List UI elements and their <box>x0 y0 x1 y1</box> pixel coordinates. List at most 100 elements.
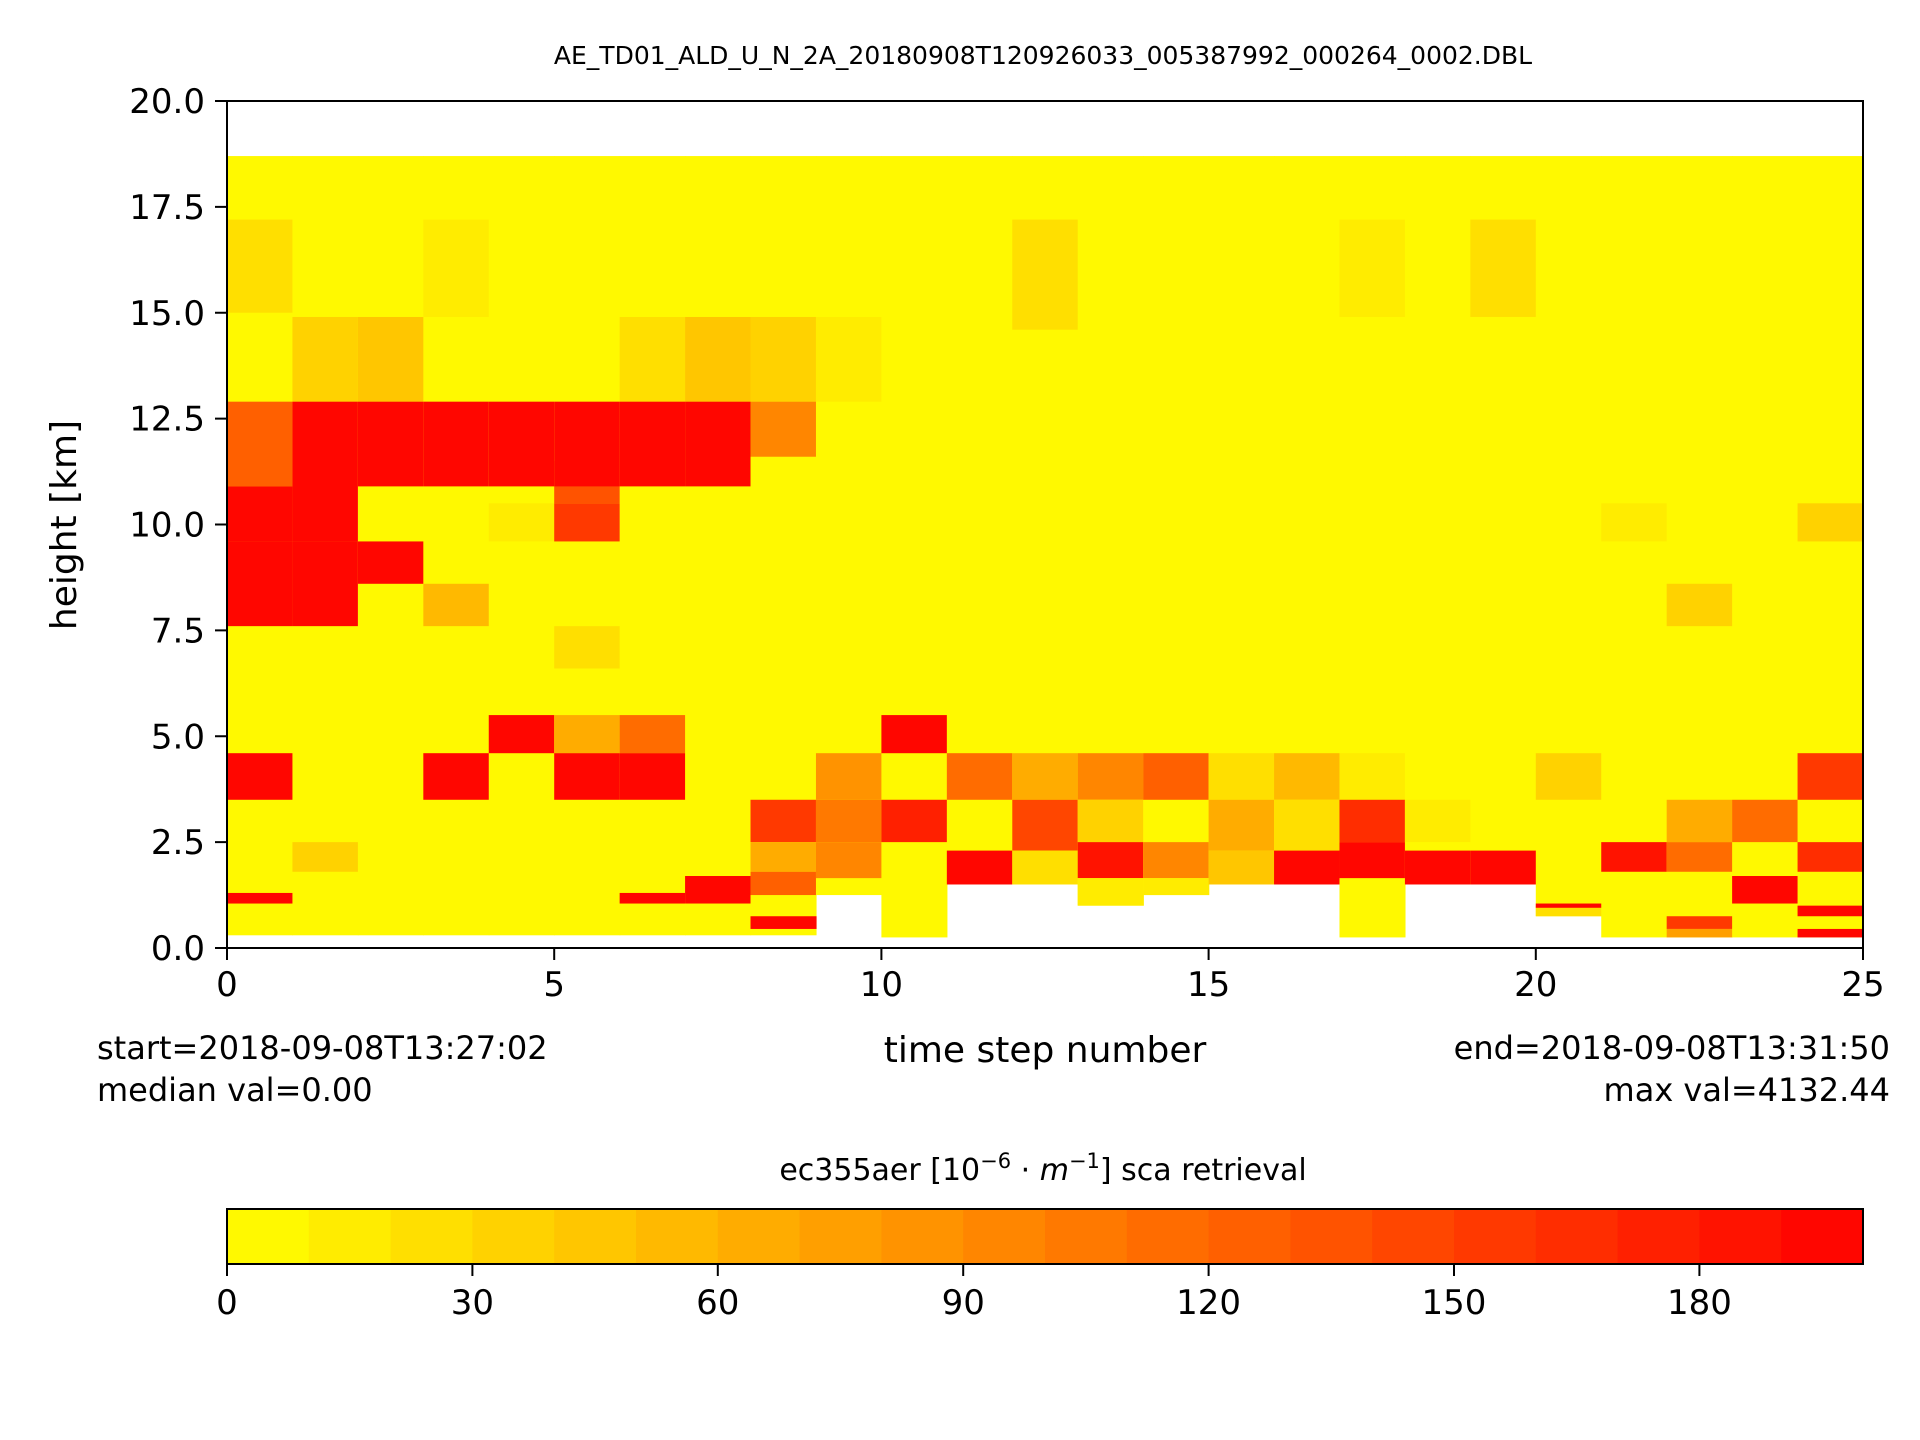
heatmap-cell <box>227 401 294 487</box>
colorbar-segment <box>472 1209 555 1264</box>
heatmap-cell <box>227 541 294 627</box>
heatmap-cell <box>1535 905 1602 917</box>
x-tick-label: 0 <box>216 965 238 1005</box>
heatmap-cell <box>423 401 490 487</box>
heatmap-cell <box>685 876 752 904</box>
heatmap-cell <box>685 316 752 402</box>
heatmap-cell <box>1077 842 1144 879</box>
heatmap-column <box>1797 156 1864 938</box>
heatmap-cell <box>357 316 424 402</box>
heatmap-cell <box>1143 878 1210 896</box>
colorbar-segment <box>308 1209 392 1264</box>
colorbar-segment <box>227 1209 310 1264</box>
colorbar-segment <box>1535 1209 1619 1264</box>
heatmap-cell <box>554 753 621 800</box>
heatmap-cell <box>292 541 359 627</box>
heatmap-cell <box>1666 916 1733 929</box>
colorbar-tick-label: 150 <box>1422 1283 1487 1323</box>
y-tick-label: 2.5 <box>151 823 205 863</box>
heatmap-cell <box>1339 753 1406 800</box>
colorbar-segment <box>963 1209 1046 1264</box>
heatmap-cell <box>488 503 555 542</box>
heatmap-cell <box>1535 753 1602 800</box>
heatmap-cell <box>1012 219 1079 330</box>
colorbar-label-mid: · <box>1011 1153 1040 1188</box>
colorbar-label: ec355aer [10−6 · m−1] sca retrieval <box>779 1149 1306 1188</box>
heatmap-cells <box>227 156 1864 938</box>
heatmap-cell <box>1666 928 1733 938</box>
heatmap-cell <box>881 799 948 843</box>
heatmap-cell <box>554 401 621 487</box>
end-annotation: end=2018-09-08T13:31:50 <box>1454 1029 1890 1067</box>
start-annotation: start=2018-09-08T13:27:02 <box>97 1029 548 1067</box>
heatmap-cell <box>1143 842 1210 879</box>
colorbar-tick-label: 180 <box>1667 1283 1732 1323</box>
colorbar-tick-label: 90 <box>942 1283 985 1323</box>
heatmap-cell <box>1208 850 1275 885</box>
heatmap-cell <box>1732 799 1799 843</box>
colorbar-tick-label: 0 <box>216 1283 238 1323</box>
colorbar-frame <box>226 1208 1864 1265</box>
heatmap-cell <box>619 715 686 754</box>
heatmap-cell <box>1339 842 1406 879</box>
y-tick-label: 20.0 <box>129 82 205 122</box>
colorbar-tick-label: 30 <box>451 1283 494 1323</box>
heatmap-cell <box>750 401 817 457</box>
x-axis-ticks: 0 5 10 15 20 25 <box>216 948 1885 1005</box>
heatmap-cell <box>619 316 686 402</box>
heatmap-cell <box>815 799 882 843</box>
heatmap-cell <box>619 753 686 800</box>
heatmap-cell <box>423 753 490 800</box>
heatmap-cell <box>1470 219 1537 317</box>
heatmap-cell <box>1208 799 1275 851</box>
heatmap-cell <box>1012 850 1079 885</box>
y-tick-label: 12.5 <box>129 400 205 440</box>
heatmap-cell <box>1797 842 1864 872</box>
heatmap-cell <box>357 541 424 584</box>
y-tick-label: 7.5 <box>151 611 205 651</box>
heatmap-column <box>1601 156 1668 938</box>
colorbar-segment <box>1781 1209 1864 1264</box>
heatmap-cell <box>1339 219 1406 317</box>
x-tick-label: 5 <box>543 965 565 1005</box>
y-tick-label: 17.5 <box>129 188 205 228</box>
heatmap-cell <box>1601 842 1668 872</box>
heatmap-cell <box>488 401 555 487</box>
heatmap-cell <box>357 401 424 487</box>
heatmap-cell <box>1143 753 1210 800</box>
colorbar-segment <box>554 1209 637 1264</box>
x-tick-label: 20 <box>1514 965 1557 1005</box>
heatmap-cell <box>1012 753 1079 800</box>
heatmap-cell <box>227 486 294 542</box>
heatmap-cell <box>1339 799 1406 843</box>
colorbar-segment <box>1617 1209 1700 1264</box>
heatmap-cell <box>1470 850 1537 885</box>
heatmap-cell <box>1077 799 1144 843</box>
heatmap-cell <box>423 583 490 627</box>
colorbar-label-prefix: ec355aer [10 <box>779 1153 980 1188</box>
heatmap-cell <box>1077 753 1144 800</box>
max-annotation: max val=4132.44 <box>1604 1071 1890 1109</box>
colorbar-segment <box>636 1209 719 1264</box>
heatmap-cell <box>1666 842 1733 872</box>
colorbar-label-exp1: −6 <box>980 1149 1011 1173</box>
colorbar-label-m: m <box>1040 1153 1069 1188</box>
y-axis-ticks: 0.0 2.5 5.0 7.5 10.0 12.5 15.0 17.5 20.0 <box>129 82 227 969</box>
heatmap-column <box>554 156 621 936</box>
heatmap-cell <box>1208 753 1275 800</box>
heatmap-cell <box>227 753 294 800</box>
y-tick-label: 0.0 <box>151 929 205 969</box>
heatmap-cell <box>1666 583 1733 627</box>
heatmap-cell <box>488 715 555 754</box>
x-tick-label: 15 <box>1187 965 1230 1005</box>
heatmap-cell <box>750 916 817 929</box>
heatmap-cell <box>1797 928 1864 938</box>
colorbar-tick-label: 60 <box>696 1283 739 1323</box>
colorbar-segment <box>1372 1209 1455 1264</box>
colorbar-segment <box>717 1209 801 1264</box>
heatmap-cell <box>227 892 294 904</box>
heatmap-cell <box>1274 799 1341 851</box>
colorbar-ticks: 0 30 60 90 120 150 180 <box>216 1264 1732 1323</box>
y-tick-label: 5.0 <box>151 717 205 757</box>
